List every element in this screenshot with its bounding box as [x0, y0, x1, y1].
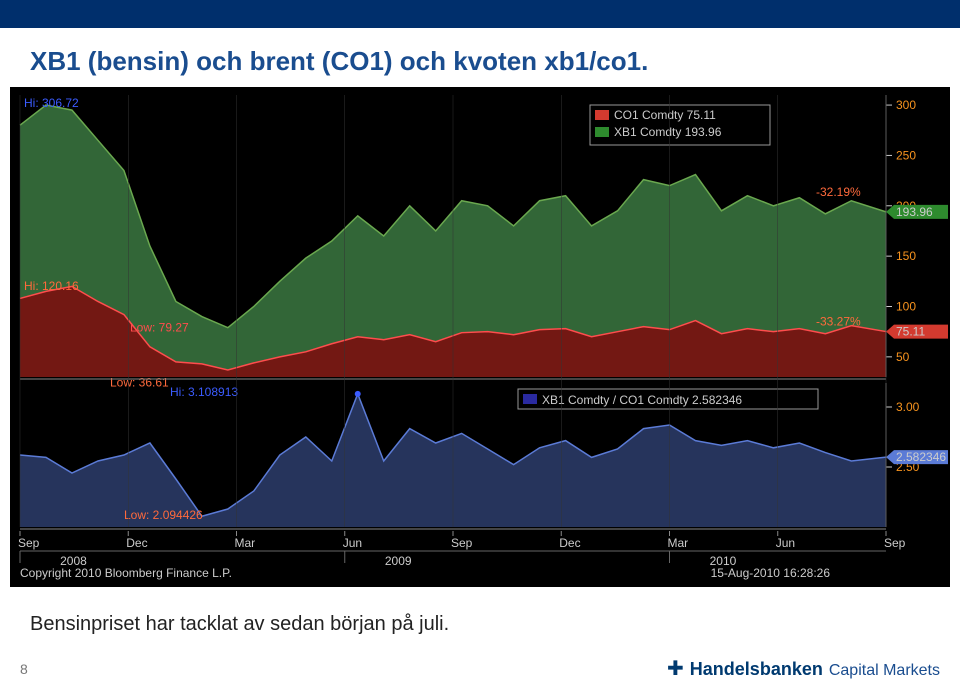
- svg-text:-33.27%: -33.27%: [816, 315, 861, 329]
- svg-text:75.11: 75.11: [896, 325, 925, 339]
- svg-text:Hi: 120.16: Hi: 120.16: [24, 279, 79, 293]
- svg-text:XB1 Comdty / CO1 Comdty 2.5823: XB1 Comdty / CO1 Comdty 2.582346: [542, 393, 742, 407]
- bloomberg-chart: 50100150200250300Hi: 306.72Hi: 120.16Low…: [10, 87, 950, 587]
- page-number: 8: [20, 661, 28, 677]
- svg-text:Sep: Sep: [451, 536, 473, 550]
- svg-text:3.00: 3.00: [896, 400, 920, 414]
- svg-text:Mar: Mar: [668, 536, 689, 550]
- svg-text:Hi: 3.108913: Hi: 3.108913: [170, 385, 238, 399]
- brand: ✚ Handelsbanken Capital Markets: [667, 656, 940, 681]
- svg-text:193.96: 193.96: [896, 205, 933, 219]
- svg-text:Copyright 2010 Bloomberg Finan: Copyright 2010 Bloomberg Finance L.P.: [20, 566, 232, 580]
- svg-text:Jun: Jun: [343, 536, 362, 550]
- svg-text:300: 300: [896, 98, 916, 112]
- brand-icon: ✚: [667, 656, 684, 681]
- svg-text:50: 50: [896, 350, 910, 364]
- svg-text:Dec: Dec: [559, 536, 580, 550]
- svg-text:150: 150: [896, 249, 916, 263]
- svg-text:XB1 Comdty 193.96: XB1 Comdty 193.96: [614, 125, 722, 139]
- slide-title: XB1 (bensin) och brent (CO1) och kvoten …: [0, 28, 960, 87]
- brand-suffix: Capital Markets: [829, 662, 940, 680]
- svg-text:Sep: Sep: [18, 536, 40, 550]
- footer: 8 ✚ Handelsbanken Capital Markets: [0, 656, 960, 681]
- svg-text:Low: 36.61: Low: 36.61: [110, 375, 169, 389]
- svg-text:15-Aug-2010 16:28:26: 15-Aug-2010 16:28:26: [711, 566, 831, 580]
- brand-name: Handelsbanken: [690, 659, 823, 680]
- chart-svg: 50100150200250300Hi: 306.72Hi: 120.16Low…: [10, 87, 950, 587]
- svg-text:2009: 2009: [385, 554, 412, 568]
- svg-text:Dec: Dec: [126, 536, 147, 550]
- svg-text:-32.19%: -32.19%: [816, 185, 861, 199]
- svg-text:CO1 Comdty 75.11: CO1 Comdty 75.11: [614, 108, 716, 122]
- top-bar: [0, 0, 960, 28]
- svg-text:Hi: 306.72: Hi: 306.72: [24, 96, 79, 110]
- slide-caption: Bensinpriset har tacklat av sedan början…: [0, 587, 960, 636]
- svg-text:Sep: Sep: [884, 536, 906, 550]
- svg-text:Mar: Mar: [235, 536, 256, 550]
- svg-text:Low: 79.27: Low: 79.27: [130, 320, 189, 334]
- svg-text:2.582346: 2.582346: [896, 450, 946, 464]
- svg-text:Low: 2.094426: Low: 2.094426: [124, 508, 203, 522]
- svg-text:100: 100: [896, 300, 916, 314]
- svg-text:250: 250: [896, 148, 916, 162]
- svg-text:Jun: Jun: [776, 536, 795, 550]
